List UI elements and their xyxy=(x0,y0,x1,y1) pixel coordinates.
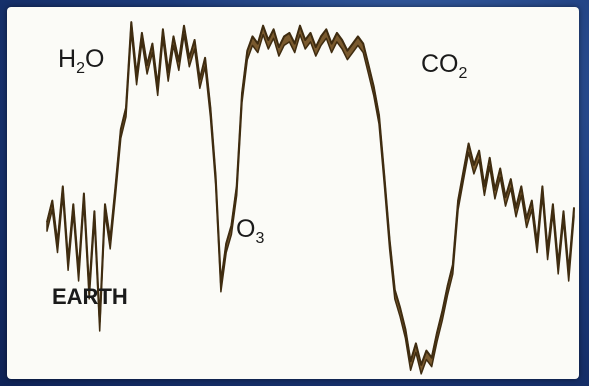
chart-title: EARTH xyxy=(52,284,128,309)
annotation-h2o: H2O xyxy=(58,45,104,77)
spectrum-chart: H2O O3 CO2 EARTH xyxy=(46,21,575,375)
spectrum-band xyxy=(46,21,575,375)
spectrum-line xyxy=(46,21,575,366)
spectrum-marks xyxy=(46,21,575,375)
annotation-o3: O3 xyxy=(236,215,264,247)
annotation-co2: CO2 xyxy=(421,50,468,82)
chart-panel: H2O O3 CO2 EARTH xyxy=(7,7,579,379)
